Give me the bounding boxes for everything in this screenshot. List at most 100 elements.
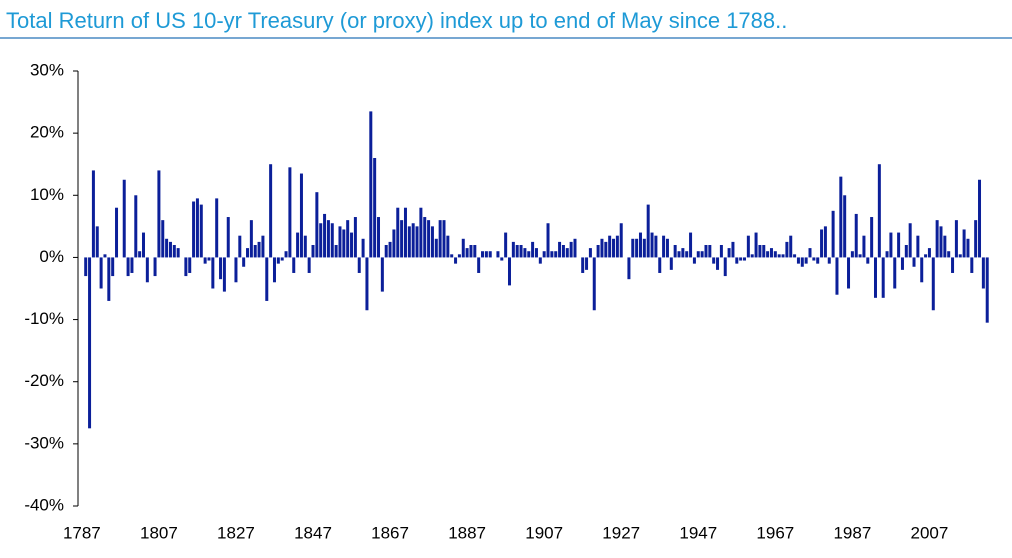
x-tick-label: 1987 xyxy=(833,523,871,542)
bar xyxy=(353,217,357,258)
bar xyxy=(877,164,881,258)
bar xyxy=(246,248,250,258)
bar xyxy=(103,254,107,258)
bar xyxy=(157,170,161,258)
bar xyxy=(924,254,928,258)
x-tick-label: 1827 xyxy=(217,523,255,542)
bar xyxy=(473,245,477,258)
bar xyxy=(192,201,196,258)
bar xyxy=(743,257,747,261)
bar xyxy=(311,245,315,258)
x-tick-label: 1907 xyxy=(525,523,563,542)
bar xyxy=(592,257,596,311)
bar xyxy=(357,257,361,273)
bar xyxy=(897,232,901,258)
bar xyxy=(585,257,589,270)
bar xyxy=(138,251,142,258)
bar xyxy=(392,229,396,258)
bar xyxy=(951,257,955,273)
bar xyxy=(107,257,111,301)
bar xyxy=(646,204,650,258)
bar xyxy=(685,251,689,258)
bar xyxy=(384,245,388,258)
bar xyxy=(115,207,119,258)
bar xyxy=(650,232,654,258)
bar xyxy=(265,257,269,301)
bar xyxy=(712,257,716,264)
bar xyxy=(981,257,985,289)
bar xyxy=(847,257,851,289)
y-tick-label: -20% xyxy=(24,371,64,390)
y-tick-label: -10% xyxy=(24,309,64,328)
bar xyxy=(434,238,438,258)
bar xyxy=(234,257,238,283)
bar xyxy=(700,251,704,258)
bar xyxy=(334,245,338,258)
bar xyxy=(496,251,500,258)
bar xyxy=(465,248,469,258)
bar xyxy=(958,254,962,258)
bar xyxy=(985,257,989,323)
bar xyxy=(377,217,381,258)
bar xyxy=(261,235,265,258)
bar xyxy=(766,251,770,258)
bar xyxy=(253,245,257,258)
bar xyxy=(454,257,458,264)
bar xyxy=(500,257,504,261)
bar xyxy=(141,232,145,258)
bar xyxy=(689,232,693,258)
bar xyxy=(604,241,608,258)
bar xyxy=(457,254,461,258)
bar xyxy=(978,179,982,258)
bar xyxy=(546,223,550,258)
x-tick-label: 1787 xyxy=(63,523,101,542)
bar xyxy=(561,245,565,258)
bar xyxy=(172,245,176,258)
bar xyxy=(889,232,893,258)
bar xyxy=(916,235,920,258)
bar xyxy=(735,257,739,264)
bar xyxy=(662,235,666,258)
bar xyxy=(361,238,365,258)
bar xyxy=(739,257,743,261)
bar xyxy=(423,217,427,258)
bar xyxy=(900,257,904,270)
bar xyxy=(658,257,662,273)
bar xyxy=(342,229,346,258)
bar xyxy=(554,251,558,258)
bar xyxy=(226,217,230,258)
bar xyxy=(596,245,600,258)
bar xyxy=(716,257,720,270)
y-tick-label: 20% xyxy=(30,123,64,142)
bar xyxy=(558,241,562,258)
bar xyxy=(893,257,897,289)
bar xyxy=(827,257,831,264)
x-tick-label: 2007 xyxy=(911,523,949,542)
bar xyxy=(207,257,211,261)
bar xyxy=(612,238,616,258)
bar xyxy=(638,232,642,258)
bar xyxy=(669,257,673,270)
bar xyxy=(677,251,681,258)
bar xyxy=(91,170,95,258)
bar xyxy=(257,241,261,258)
bar xyxy=(719,245,723,258)
bar xyxy=(315,192,319,258)
x-tick-label: 1947 xyxy=(679,523,717,542)
bar xyxy=(831,210,835,258)
bar xyxy=(176,248,180,258)
bar xyxy=(804,257,808,264)
bar xyxy=(427,220,431,258)
bar xyxy=(323,213,327,258)
bar xyxy=(673,245,677,258)
bar xyxy=(288,167,292,258)
bar xyxy=(523,248,527,258)
bar xyxy=(396,207,400,258)
bar xyxy=(858,254,862,258)
bar xyxy=(854,213,858,258)
bar xyxy=(446,235,450,258)
bar xyxy=(299,173,303,258)
bar xyxy=(534,248,538,258)
x-tick-label: 1867 xyxy=(371,523,409,542)
bar xyxy=(793,254,797,258)
